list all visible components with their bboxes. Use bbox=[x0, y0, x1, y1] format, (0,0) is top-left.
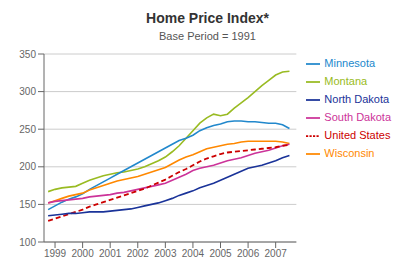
svg-text:2006: 2006 bbox=[237, 248, 260, 259]
svg-text:2001: 2001 bbox=[99, 248, 122, 259]
svg-text:100: 100 bbox=[19, 237, 36, 248]
html-text:Base Period = 1991: Base Period = 1991 bbox=[159, 30, 256, 42]
svg-text:2000: 2000 bbox=[71, 248, 94, 259]
html-text:Wisconsin: Wisconsin bbox=[324, 147, 375, 159]
html-text:Minnesota: Minnesota bbox=[324, 57, 376, 69]
svg-text:2002: 2002 bbox=[127, 248, 150, 259]
svg-text:1999: 1999 bbox=[44, 248, 67, 259]
svg-text:350: 350 bbox=[19, 49, 36, 60]
svg-text:300: 300 bbox=[19, 86, 36, 97]
svg-text:2005: 2005 bbox=[209, 248, 232, 259]
html-text:Home Price Index*: Home Price Index* bbox=[146, 10, 269, 26]
html-text:North Dakota: North Dakota bbox=[324, 93, 390, 105]
svg-text:2003: 2003 bbox=[154, 248, 177, 259]
svg-text:2007: 2007 bbox=[265, 248, 288, 259]
html-text:South Dakota: South Dakota bbox=[324, 111, 391, 123]
svg-text:250: 250 bbox=[19, 124, 36, 135]
svg-text:200: 200 bbox=[19, 161, 36, 172]
html-text:United States: United States bbox=[324, 129, 391, 141]
html-text:Montana: Montana bbox=[324, 75, 368, 87]
svg-text:2004: 2004 bbox=[182, 248, 205, 259]
svg-text:150: 150 bbox=[19, 199, 36, 210]
